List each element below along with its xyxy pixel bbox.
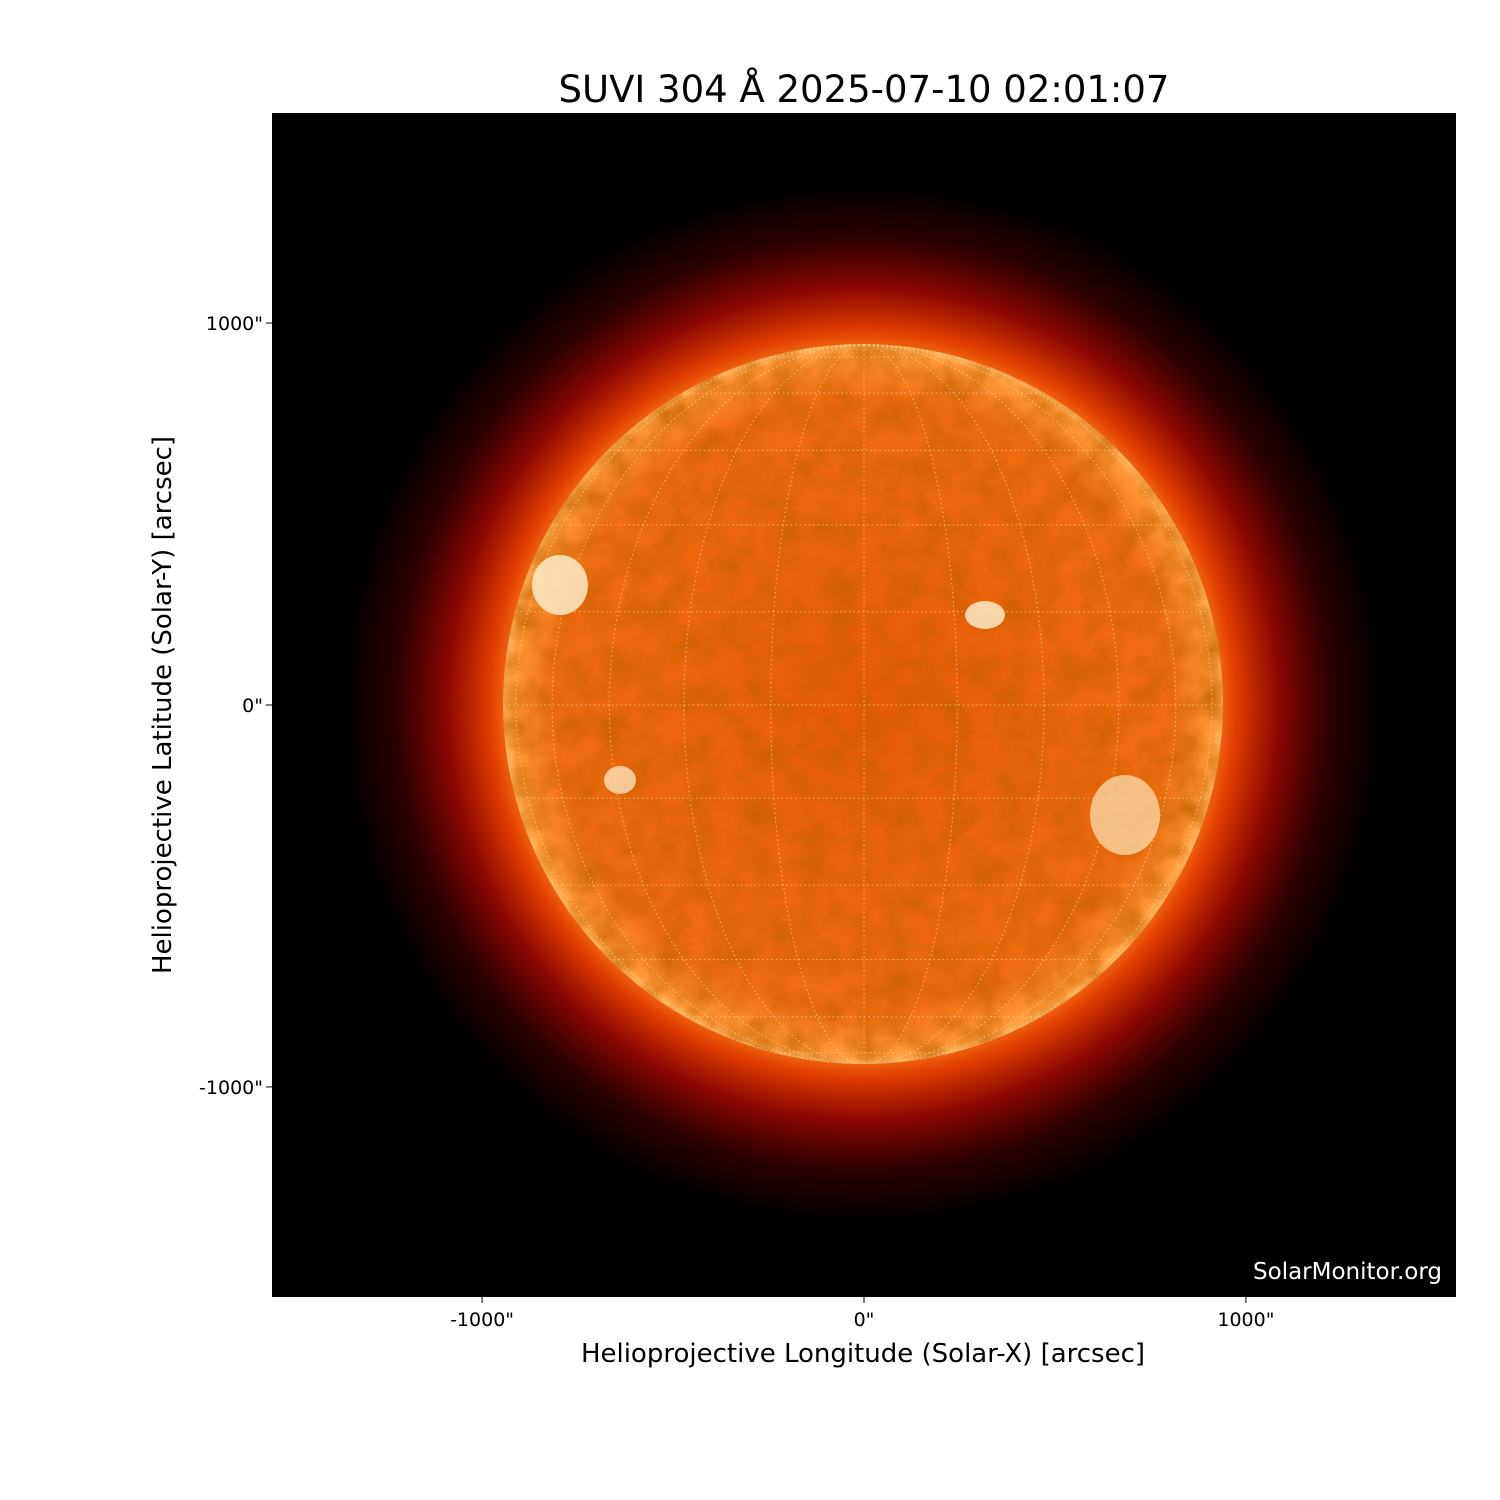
x-tick-label: 1000" — [1217, 1309, 1274, 1331]
meridian-line — [863, 344, 1177, 1064]
meridian-line — [863, 344, 1213, 1064]
meridian-line — [551, 344, 865, 1064]
x-tick-label: 0" — [854, 1309, 875, 1331]
y-axis-ticks: 1000" 0" -1000" — [199, 313, 272, 1099]
y-tick-label: 1000" — [206, 313, 263, 335]
meridian-line — [863, 344, 958, 1064]
x-tick-label: -1000" — [450, 1309, 514, 1331]
meridian-line — [863, 344, 1120, 1064]
y-axis-label: Helioprojective Latitude (Solar-Y) [arcs… — [148, 436, 178, 974]
watermark: SolarMonitor.org — [1253, 1259, 1442, 1285]
heliographic-grid — [503, 344, 1223, 1064]
disk-texture — [503, 344, 1223, 1064]
meridian-line — [515, 344, 865, 1064]
plot-title: SUVI 304 Å 2025-07-10 02:01:07 — [558, 68, 1170, 111]
meridian-line — [608, 344, 865, 1064]
x-axis-label: Helioprojective Longitude (Solar-X) [arc… — [581, 1339, 1145, 1369]
x-axis-ticks: -1000" 0" 1000" — [450, 1297, 1274, 1331]
y-tick-label: -1000" — [199, 1077, 263, 1099]
y-tick-label: 0" — [242, 695, 263, 717]
